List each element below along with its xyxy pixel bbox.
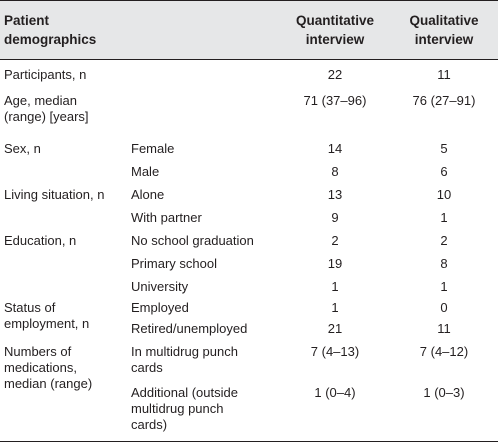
quant-value: 1 (331, 300, 339, 315)
label-line: Numbers of (4, 344, 72, 359)
sub-label: With partner (131, 210, 202, 225)
row-label: Education, n (4, 233, 77, 248)
sub-label: Additional (outside multidrug punch card… (131, 385, 238, 433)
label-line: In multidrug punch (131, 344, 238, 359)
header-quantitative-interview: Quantitative interview (281, 11, 389, 49)
qual-value: 10 (436, 187, 452, 202)
row-label: Living situation, n (4, 187, 105, 202)
quant-value: 8 (331, 164, 339, 179)
quant-value: 1 (331, 279, 339, 294)
row-label: Status of employment, n (4, 300, 89, 332)
label-line: Additional (outside (131, 385, 238, 400)
label-line: cards (131, 360, 163, 375)
row-label: Numbers of medications, median (range) (4, 344, 92, 392)
header-text: Qualitative (409, 13, 479, 28)
header-text: demographics (4, 32, 97, 47)
quant-value: 22 (327, 67, 343, 82)
header-background (0, 0, 498, 59)
quant-value: 13 (327, 187, 343, 202)
header-qualitative-interview: Qualitative interview (394, 11, 494, 49)
qual-value: 6 (440, 164, 448, 179)
sub-label: University (131, 279, 189, 294)
qual-value: 0 (440, 300, 448, 315)
label-line: Age, median (4, 93, 77, 108)
qual-value: 8 (440, 256, 448, 271)
row-label: Age, median (range) [years] (4, 93, 89, 125)
qual-value: 7 (4–12) (419, 344, 469, 359)
qual-value: 11 (437, 321, 451, 336)
label-line: median (range) (4, 376, 93, 391)
qual-value: 11 (437, 67, 451, 82)
quant-value: 21 (327, 321, 343, 336)
qual-value: 2 (440, 233, 448, 248)
sub-label: Employed (131, 300, 189, 315)
qual-value: 1 (440, 210, 448, 225)
sub-label: Retired/unemployed (131, 321, 248, 336)
label-line: (range) [years] (4, 109, 89, 124)
sub-label: No school graduation (131, 233, 254, 248)
header-patient-demographics: Patient demographics (4, 11, 96, 49)
sub-label: Female (131, 141, 175, 156)
quant-value: 9 (331, 210, 339, 225)
quant-value: 1 (0–4) (314, 385, 356, 400)
quant-value: 7 (4–13) (310, 344, 360, 359)
sub-label: Male (131, 164, 160, 179)
quant-value: 19 (327, 256, 343, 271)
header-rule (0, 59, 498, 60)
header-text: Patient (4, 13, 50, 28)
header-text: interview (414, 32, 474, 47)
quant-value: 71 (37–96) (303, 93, 367, 108)
label-line: cards) (131, 417, 168, 432)
quant-value: 2 (331, 233, 339, 248)
row-label: Participants, n (4, 67, 87, 82)
qual-value: 1 (440, 279, 448, 294)
label-line: Status of (4, 300, 56, 315)
sub-label: Primary school (131, 256, 217, 271)
label-line: employment, n (4, 316, 90, 331)
label-line: multidrug punch (131, 401, 224, 416)
quant-value: 14 (327, 141, 343, 156)
header-text: Quantitative (295, 13, 374, 28)
qual-value: 1 (0–3) (423, 385, 465, 400)
qual-value: 76 (27–91) (412, 93, 476, 108)
top-rule (0, 0, 498, 1)
sub-label: Alone (131, 187, 165, 202)
row-label: Sex, n (4, 141, 41, 156)
label-line: medications, (4, 360, 77, 375)
qual-value: 5 (440, 141, 448, 156)
header-text: interview (305, 32, 365, 47)
sub-label: In multidrug punch cards (131, 344, 238, 376)
